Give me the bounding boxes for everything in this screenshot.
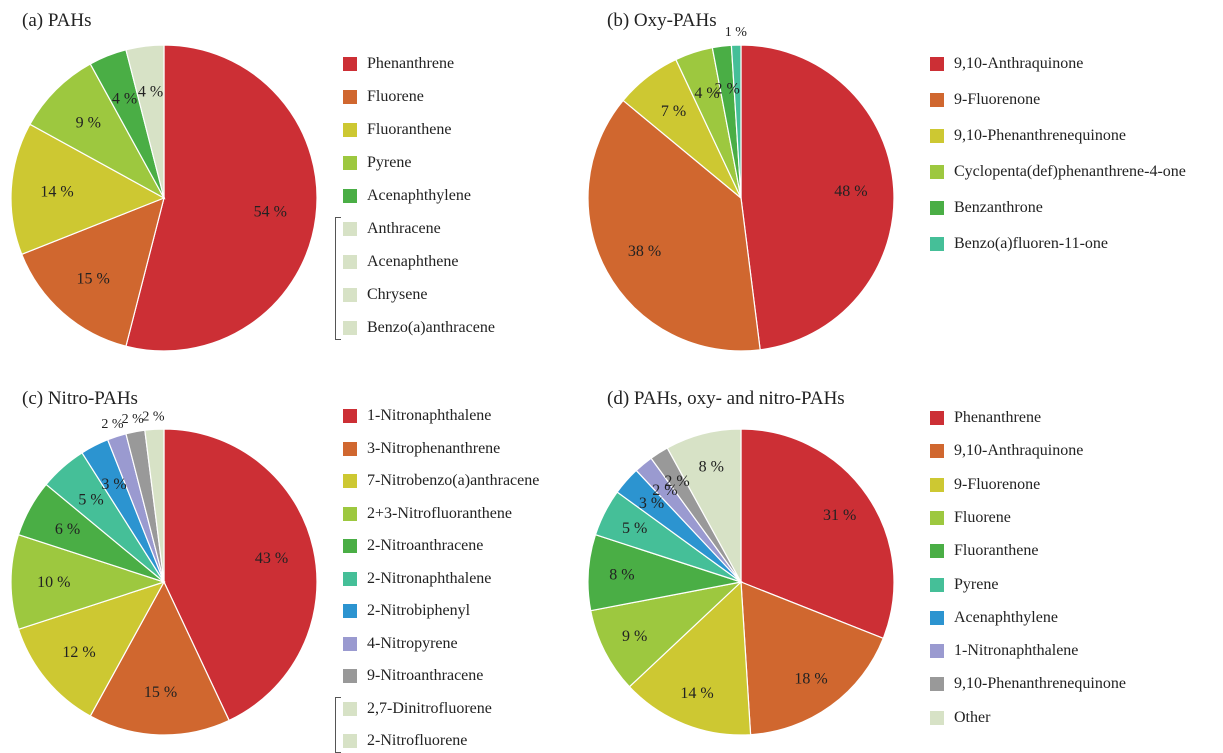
slice-label-fluoranthene: 8 % (609, 567, 634, 584)
legend-swatch (930, 677, 944, 691)
slice-label-fluorene: 9 % (622, 628, 647, 645)
legend-item-acenaphthylene: Acenaphthylene (930, 608, 1058, 628)
legend-item-1-nitronaphthalene: 1-Nitronaphthalene (930, 641, 1078, 661)
legend-item-fluoranthene: Fluoranthene (930, 541, 1038, 561)
legend-item-9-10-phenanthrenequinone: 9,10-Phenanthrenequinone (930, 674, 1126, 694)
legend-label: Other (954, 709, 990, 727)
slice-label-9-10-anthraquinone: 18 % (794, 671, 827, 688)
legend-label: Acenaphthylene (954, 609, 1058, 627)
slice-label-9-fluorenone: 14 % (680, 685, 713, 702)
legend-label: 9-Fluorenone (954, 476, 1040, 494)
legend-swatch (930, 711, 944, 725)
legend-item-pyrene: Pyrene (930, 575, 998, 595)
legend-label: 9,10-Phenanthrenequinone (954, 675, 1126, 693)
legend-label: Fluorene (954, 509, 1011, 527)
slice-label-pyrene: 5 % (622, 520, 647, 537)
legend-label: Fluoranthene (954, 542, 1038, 560)
legend-swatch (930, 578, 944, 592)
slice-label-phenanthrene: 31 % (823, 507, 856, 524)
legend-item-fluorene: Fluorene (930, 508, 1011, 528)
legend-label: 1-Nitronaphthalene (954, 642, 1078, 660)
legend-item-phenanthrene: Phenanthrene (930, 408, 1041, 428)
legend-swatch (930, 444, 944, 458)
legend-item-9-10-anthraquinone: 9,10-Anthraquinone (930, 441, 1083, 461)
legend-swatch (930, 644, 944, 658)
legend-label: Phenanthrene (954, 409, 1041, 427)
legend-label: Pyrene (954, 576, 998, 594)
legend-item-other: Other (930, 708, 990, 728)
legend-swatch (930, 478, 944, 492)
legend-swatch (930, 544, 944, 558)
slice-label-9-10-phenanthrenequinone: 2 % (664, 473, 689, 490)
legend-label: 9,10-Anthraquinone (954, 442, 1083, 460)
legend-swatch (930, 411, 944, 425)
slice-label-other: 8 % (699, 458, 724, 475)
legend-swatch (930, 611, 944, 625)
legend-item-9-fluorenone: 9-Fluorenone (930, 475, 1040, 495)
legend-swatch (930, 511, 944, 525)
